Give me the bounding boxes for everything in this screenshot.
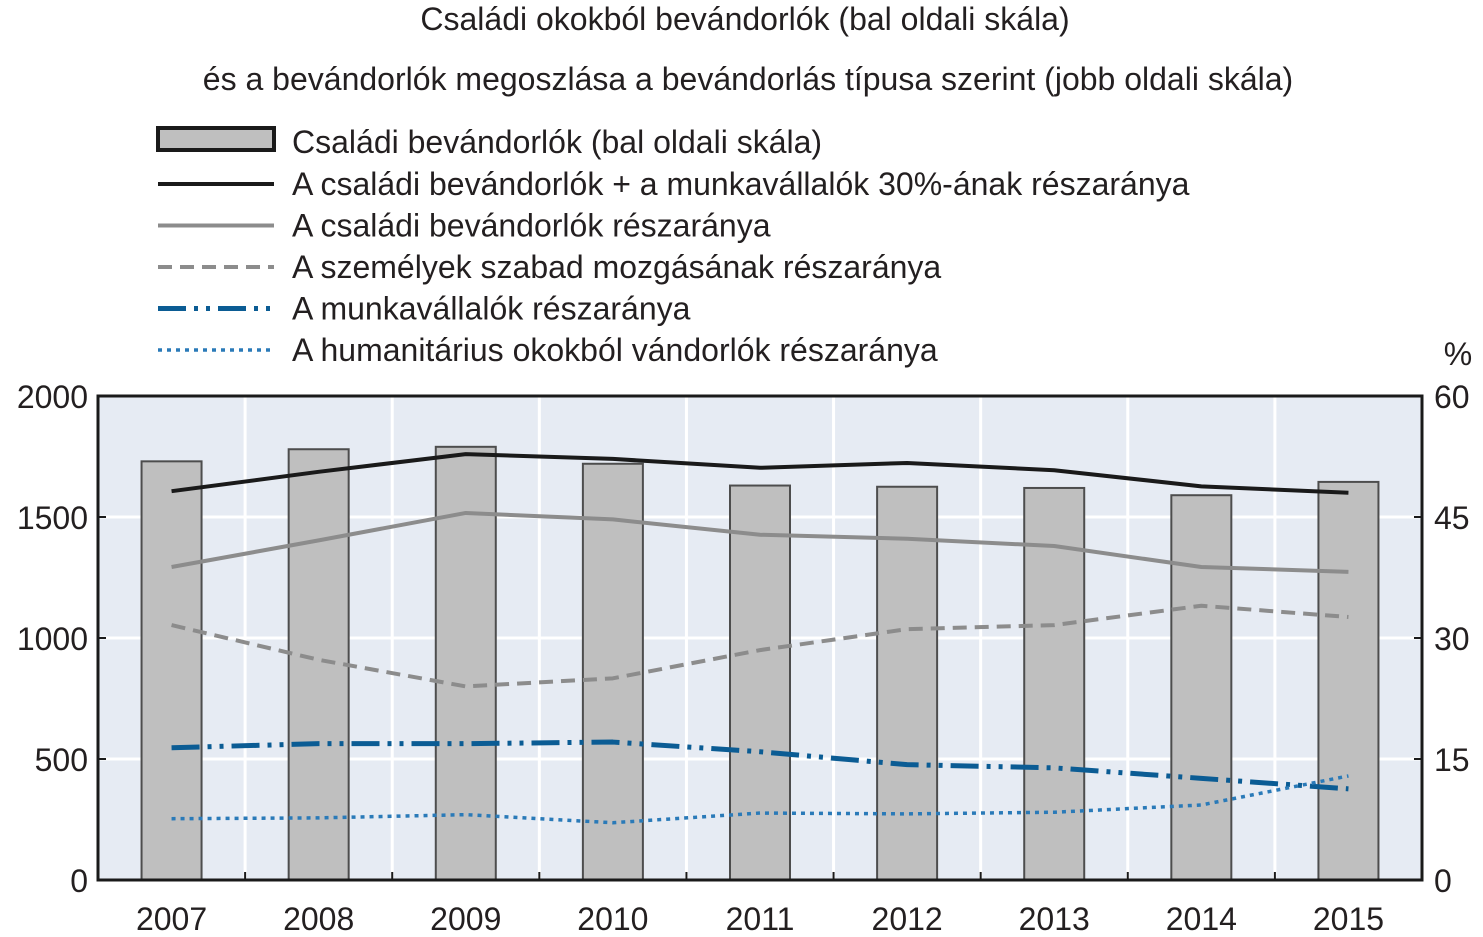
x-axis-tick-label: 2011 <box>726 901 795 937</box>
bar-2013 <box>1023 486 1086 881</box>
left-axis-tick-label: 2000 <box>17 379 88 415</box>
bar-2015 <box>1317 480 1380 881</box>
right-axis-tick-label: 0 <box>1434 863 1452 899</box>
bar-2010 <box>581 462 644 881</box>
x-axis-tick-label: 2007 <box>136 901 207 937</box>
chart-title-line-2: és a bevándorlók megoszlása a bevándorlá… <box>203 61 1293 97</box>
legend-label-series-4: A munkavállalók részaránya <box>292 291 691 327</box>
legend: Családi bevándorlók (bal oldali skála) A … <box>156 124 1190 368</box>
left-axis-tick-label: 1000 <box>17 621 88 657</box>
bar-2014 <box>1170 494 1233 881</box>
x-axis-tick-label: 2012 <box>872 901 943 937</box>
bar-2008 <box>287 448 350 881</box>
x-axis-tick-label: 2015 <box>1313 901 1384 937</box>
legend-swatch-bars <box>156 126 276 152</box>
x-axis-tick-label: 2008 <box>283 901 354 937</box>
legend-label-series-2: A családi bevándorlók részaránya <box>292 208 771 244</box>
right-axis-tick-label: 45 <box>1434 500 1470 536</box>
x-axis-tick-label: 2010 <box>577 901 648 937</box>
bar-2007 <box>140 460 203 881</box>
legend-label-series-1: A családi bevándorlók + a munkavállalók … <box>292 166 1190 202</box>
chart-title-line-1: Családi okokból bevándorlók (bal oldali … <box>420 1 1069 37</box>
right-axis-tick-label: 60 <box>1434 379 1470 415</box>
x-axis-tick-label: 2013 <box>1019 901 1090 937</box>
bar-2009 <box>434 445 497 881</box>
x-axis-tick-label: 2014 <box>1166 901 1237 937</box>
legend-label-series-5: A humanitárius okokból vándorlók részará… <box>292 332 938 368</box>
bar-2011 <box>729 484 791 881</box>
plot-area: 0 500 1000 1500 2000 0 15 30 45 60 2007 2008 2009 201… <box>17 379 1470 937</box>
right-axis-unit: % <box>1444 336 1472 372</box>
right-axis-tick-label: 30 <box>1434 621 1470 657</box>
left-axis-tick-label: 1500 <box>17 500 88 536</box>
x-axis-tick-label: 2009 <box>430 901 501 937</box>
series-line-5 <box>171 774 1349 825</box>
legend-label-series-3: A személyek szabad mozgásának részaránya <box>292 249 941 285</box>
left-axis-tick-label: 500 <box>35 742 88 778</box>
bar-2012 <box>876 485 939 881</box>
left-axis-tick-label: 0 <box>70 863 88 899</box>
right-axis-tick-label: 15 <box>1434 742 1470 778</box>
legend-label-bars: Családi bevándorlók (bal oldali skála) <box>292 124 822 160</box>
